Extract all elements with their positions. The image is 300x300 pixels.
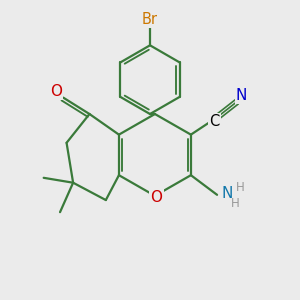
Text: O: O <box>151 190 163 205</box>
Text: H: H <box>236 181 245 194</box>
Text: Br: Br <box>142 12 158 27</box>
Text: C: C <box>209 114 220 129</box>
Text: O: O <box>50 84 62 99</box>
Text: H: H <box>231 197 239 211</box>
Text: N: N <box>236 88 247 103</box>
Text: N: N <box>222 186 233 201</box>
